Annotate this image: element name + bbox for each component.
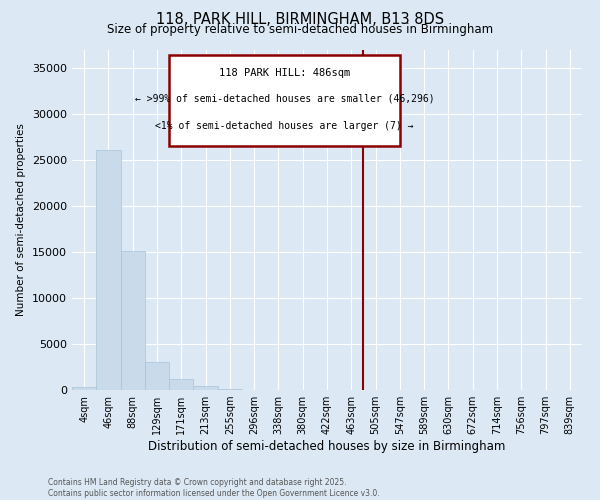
Bar <box>193 386 218 390</box>
Bar <box>169 379 193 390</box>
Bar <box>72 387 96 390</box>
Text: ← >99% of semi-detached houses are smaller (46,296): ← >99% of semi-detached houses are small… <box>134 94 434 104</box>
Y-axis label: Number of semi-detached properties: Number of semi-detached properties <box>16 124 26 316</box>
Text: <1% of semi-detached houses are larger (7) →: <1% of semi-detached houses are larger (… <box>155 122 414 132</box>
Text: 118, PARK HILL, BIRMINGHAM, B13 8DS: 118, PARK HILL, BIRMINGHAM, B13 8DS <box>156 12 444 28</box>
Bar <box>218 388 242 390</box>
Bar <box>121 251 145 390</box>
Text: Contains HM Land Registry data © Crown copyright and database right 2025.
Contai: Contains HM Land Registry data © Crown c… <box>48 478 380 498</box>
Text: Size of property relative to semi-detached houses in Birmingham: Size of property relative to semi-detach… <box>107 22 493 36</box>
Text: 118 PARK HILL: 486sqm: 118 PARK HILL: 486sqm <box>219 68 350 78</box>
X-axis label: Distribution of semi-detached houses by size in Birmingham: Distribution of semi-detached houses by … <box>148 440 506 453</box>
Bar <box>96 150 121 390</box>
Bar <box>169 54 400 146</box>
Bar <box>145 362 169 390</box>
